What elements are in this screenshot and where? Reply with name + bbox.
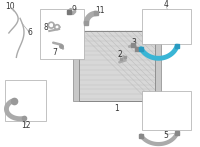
Text: 11: 11 — [95, 6, 105, 15]
Text: 6: 6 — [27, 29, 32, 37]
Bar — [142, 9, 191, 44]
Bar — [79, 31, 155, 101]
Bar — [5, 80, 46, 121]
Text: 1: 1 — [114, 103, 119, 112]
Text: 9: 9 — [71, 5, 76, 14]
Bar — [155, 31, 161, 101]
Bar — [79, 31, 155, 101]
Text: 4: 4 — [164, 0, 169, 9]
Bar — [73, 31, 79, 101]
Text: 5: 5 — [164, 131, 169, 140]
Text: 10: 10 — [6, 2, 15, 11]
Text: 8: 8 — [43, 23, 48, 32]
Text: 3: 3 — [132, 38, 137, 47]
Bar — [142, 91, 191, 130]
Bar — [40, 9, 84, 59]
Text: 2: 2 — [117, 50, 122, 59]
Text: 12: 12 — [21, 121, 31, 130]
Text: 7: 7 — [53, 48, 58, 57]
